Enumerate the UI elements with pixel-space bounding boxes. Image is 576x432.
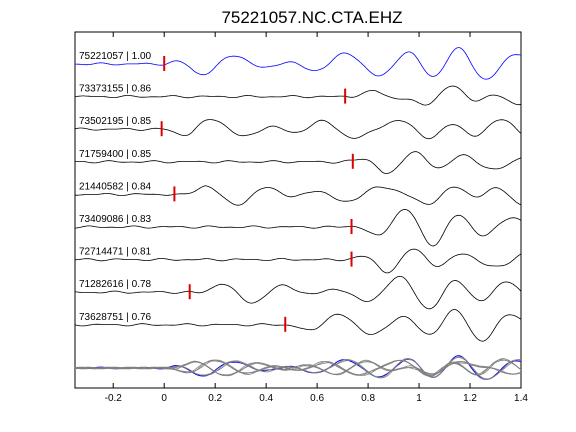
chart-title: 75221057.NC.CTA.EHZ	[221, 8, 402, 27]
traces-group: 75221057 | 1.00 73373155 | 0.86 73502195 |…	[74, 47, 522, 342]
x-tick-label: 0.4	[259, 393, 273, 404]
waveform-trace	[74, 208, 522, 247]
stacked-overlay-group	[74, 355, 522, 380]
trace-label: 21440582 | 0.84	[79, 181, 152, 192]
waveform-trace	[74, 85, 522, 106]
trace-label: 75221057 | 1.00	[79, 51, 152, 62]
x-tick-label: 0.6	[310, 393, 324, 404]
x-tick-label: 1.2	[463, 393, 477, 404]
x-tick-label: -0.2	[105, 393, 123, 404]
plot-area-frame	[74, 31, 522, 389]
waveform-trace	[74, 151, 522, 174]
x-tick-label: 0	[161, 393, 167, 404]
trace-label: 71759400 | 0.85	[79, 149, 152, 160]
waveform-trace	[74, 308, 522, 342]
trace-label: 73502195 | 0.85	[79, 116, 152, 127]
x-tick-label: 0.8	[361, 393, 375, 404]
overlay-trace	[74, 358, 522, 376]
waveform-trace	[74, 275, 522, 310]
waveform-trace	[74, 185, 522, 206]
trace-label: 73628751 | 0.76	[79, 312, 152, 323]
trace-label: 71282616 | 0.78	[79, 279, 152, 290]
trace-label: 72714471 | 0.81	[79, 247, 152, 258]
waveform-trace	[75, 47, 522, 80]
waveform-trace	[75, 248, 522, 274]
x-tick-label: 1	[416, 393, 422, 404]
trace-label: 73409086 | 0.83	[79, 214, 152, 225]
waveform-trace	[74, 119, 522, 140]
x-tick-label: 1.4	[514, 393, 528, 404]
x-axis: -0.2 0 0.2 0.4 0.6 0.8 1 1.2 1.4	[105, 32, 528, 404]
trace-label: 73373155 | 0.86	[79, 84, 152, 95]
x-tick-label: 0.2	[208, 393, 222, 404]
